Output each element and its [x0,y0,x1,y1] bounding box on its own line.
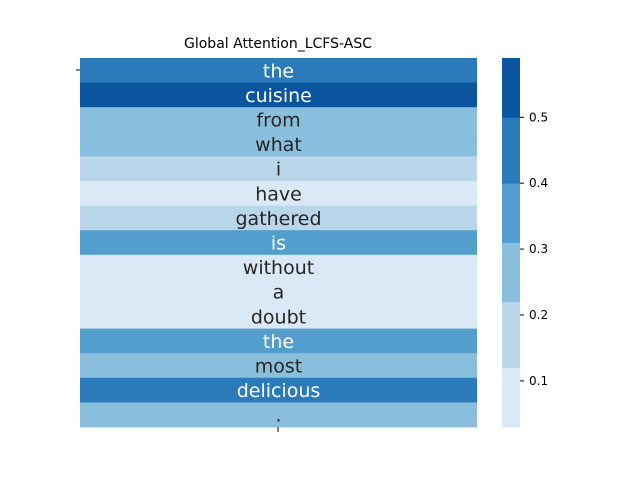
heatmap-cell [80,279,477,305]
colorbar-segment [502,301,520,369]
chart-title: Global Attention_LCFS-ASC [184,36,372,52]
heatmap-cell [80,58,477,83]
heatmap-cell [80,181,477,206]
token-label: is [271,233,286,255]
colorbar-segment [502,58,520,118]
colorbar-segment [502,242,520,303]
token-label: from [256,110,300,132]
token-label: the [263,331,294,353]
colorbar-tick-label: 0.1 [529,374,548,388]
colorbar-tick-label: 0.2 [529,308,548,322]
token-label: have [255,183,302,205]
token-label: most [255,356,302,378]
heatmap-cell [80,156,477,182]
colorbar-tick-label: 0.4 [529,176,548,190]
token-label: gathered [235,208,321,230]
heatmap-cell [80,377,477,403]
heatmap-cell [80,328,477,354]
heatmap-cell [80,304,477,329]
heatmap-cell [80,353,477,379]
heatmap-cell [80,254,477,280]
heatmap-cell [80,107,477,133]
token-label: . [275,405,281,427]
heatmap-cell [80,205,477,231]
colorbar-tick-label: 0.5 [529,110,548,124]
token-label: delicious [237,380,321,402]
colorbar-segment [502,367,520,428]
token-label: i [276,159,281,181]
colorbar: 0.1 0.2 0.3 0.4 0.5 [502,58,548,428]
colorbar-segment [502,183,520,243]
token-label: without [243,257,314,279]
token-label: the [263,60,294,82]
token-label: a [273,282,285,304]
token-label: doubt [251,306,306,328]
heatmap-cell [80,131,477,157]
token-label: cuisine [245,85,312,107]
heatmap-cell [80,402,477,428]
heatmap-cell [80,82,477,108]
colorbar-segment [502,117,520,184]
heatmap-cell [80,230,477,256]
colorbar-tick-label: 0.3 [529,242,548,256]
token-label: what [255,134,302,156]
